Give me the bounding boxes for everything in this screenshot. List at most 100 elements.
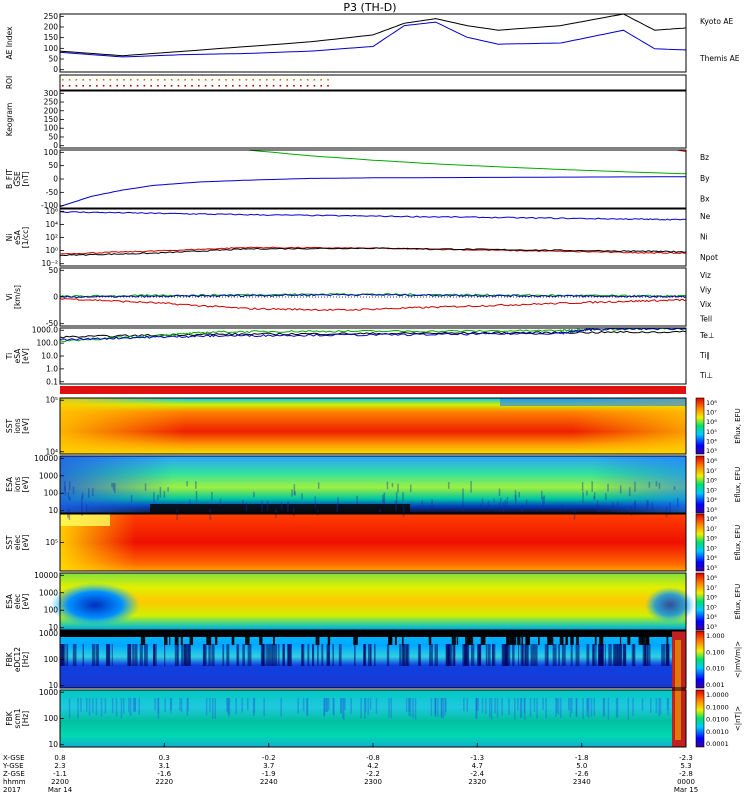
esa-speckle xyxy=(628,487,631,497)
colorbar-tick-label: 10⁵ xyxy=(706,428,717,436)
esa-speckle xyxy=(431,499,433,508)
roi-dot xyxy=(279,85,282,87)
fbk-stripe xyxy=(478,644,482,666)
fbk-stripe xyxy=(205,698,208,716)
esa-speckle xyxy=(402,492,404,501)
roi-dot xyxy=(259,85,261,87)
roi-dot xyxy=(82,79,84,81)
fbk-stripe xyxy=(66,644,69,666)
y-tick-label: 100.0 xyxy=(37,339,59,348)
x-tick-label-hhmm: 2200 xyxy=(51,778,69,786)
fbk-stripe xyxy=(327,633,331,645)
y-axis-label: Vi xyxy=(5,293,14,300)
esa-speckle xyxy=(676,497,679,507)
fbk-stripe xyxy=(164,633,168,645)
fbk-stripe xyxy=(287,644,290,666)
esa-speckle xyxy=(506,497,509,507)
fbk-stripe xyxy=(485,644,487,666)
fbk-stripe xyxy=(368,644,372,666)
fbk-stripe xyxy=(278,644,280,666)
esa-speckle xyxy=(658,482,661,489)
y-axis-label: ions xyxy=(13,418,22,433)
series-line-ni xyxy=(59,247,687,257)
fbk-stripe xyxy=(557,698,560,715)
y-tick-label: 10.0 xyxy=(41,352,58,361)
esa-speckle xyxy=(266,500,269,511)
esa-speckle xyxy=(167,487,169,492)
colorbar-label: Eflux, EFU xyxy=(734,584,742,619)
fbk-stripe xyxy=(623,644,627,666)
esa-speckle xyxy=(112,482,115,491)
fbk-stripe xyxy=(518,644,520,666)
y-axis-label: B_FIT xyxy=(5,169,14,189)
fbk-stripe xyxy=(586,644,590,666)
esa-speckle xyxy=(581,482,584,491)
fbk-stripe xyxy=(307,644,310,666)
fbk-stripe xyxy=(466,698,469,713)
fbk-stripe xyxy=(462,644,465,666)
roi-dot xyxy=(259,79,261,81)
esa-speckle xyxy=(382,498,385,504)
esa-speckle xyxy=(593,496,595,501)
colorbar-tick-label: 10⁵ xyxy=(706,603,717,611)
esa-speckle xyxy=(111,482,113,488)
roi-dot xyxy=(245,85,248,87)
fbk-stripe xyxy=(129,698,132,717)
fbk-stripe xyxy=(524,698,526,720)
fbk-stripe xyxy=(342,698,344,719)
x-row-label: 2017 xyxy=(3,786,21,794)
roi-dot xyxy=(320,85,322,87)
fbk-stripe xyxy=(367,698,369,716)
x-tick-label-hhmm: 2240 xyxy=(260,778,278,786)
y-tick-label: 150 xyxy=(44,33,59,42)
roi-dot xyxy=(272,85,275,87)
esa-speckle xyxy=(130,495,133,503)
fbk-stripe xyxy=(232,633,235,645)
fbk-stripe xyxy=(536,698,538,719)
y-tick-label: 1000 xyxy=(39,688,58,697)
esa-speckle xyxy=(514,495,517,505)
y-tick-label: 1000 xyxy=(39,588,58,597)
roi-dot xyxy=(204,85,207,87)
roi-dot xyxy=(191,85,193,87)
fbk-stripe xyxy=(386,644,390,666)
x-tick-label-y: 4.2 xyxy=(367,762,378,770)
fbk-stripe xyxy=(487,644,491,666)
fbk-stripe xyxy=(169,633,171,645)
roi-dot xyxy=(68,85,71,87)
fbk-stripe xyxy=(179,698,181,711)
roi-dot xyxy=(266,85,268,87)
fbk-stripe xyxy=(587,698,589,712)
legend-bz: Bz xyxy=(700,153,709,162)
fbk-stripe xyxy=(638,633,644,645)
roi-dot xyxy=(157,85,159,87)
series-line-by xyxy=(247,149,687,175)
y-axis-label: ESA xyxy=(5,593,14,609)
fbk-stripe xyxy=(338,644,342,666)
esa-speckle xyxy=(648,481,651,488)
esa-speckle xyxy=(189,499,191,504)
fbk-stripe xyxy=(134,698,136,713)
fbk-stripe xyxy=(463,644,467,666)
roi-dot xyxy=(170,85,173,87)
esa-speckle xyxy=(493,498,495,503)
fbk-stripe xyxy=(666,633,669,645)
spectrogram-texture xyxy=(60,79,679,720)
colorbar-tick-label: 10⁴ xyxy=(706,613,717,621)
x-tick-label-y: 5.3 xyxy=(680,762,691,770)
esa-speckle xyxy=(612,501,614,508)
fbk-stripe xyxy=(419,644,422,666)
fbk-stripe xyxy=(598,644,603,666)
fbk-stripe xyxy=(340,698,342,713)
esa-speckle xyxy=(498,505,501,511)
fbk-stripe xyxy=(280,698,282,717)
y-axis-label: eSA xyxy=(13,348,22,364)
esa-speckle xyxy=(504,500,507,507)
x-tick-label-y: 2.3 xyxy=(54,762,65,770)
y-axis-label: [eV] xyxy=(21,348,30,364)
colorbar-tick-label: 10⁶ xyxy=(706,594,717,602)
fbk-stripe xyxy=(138,698,140,715)
fbk-stripe xyxy=(555,698,557,717)
legend-ti-: Ti∥ xyxy=(699,351,710,360)
colorbar-tick-label: 10⁷ xyxy=(706,467,717,475)
